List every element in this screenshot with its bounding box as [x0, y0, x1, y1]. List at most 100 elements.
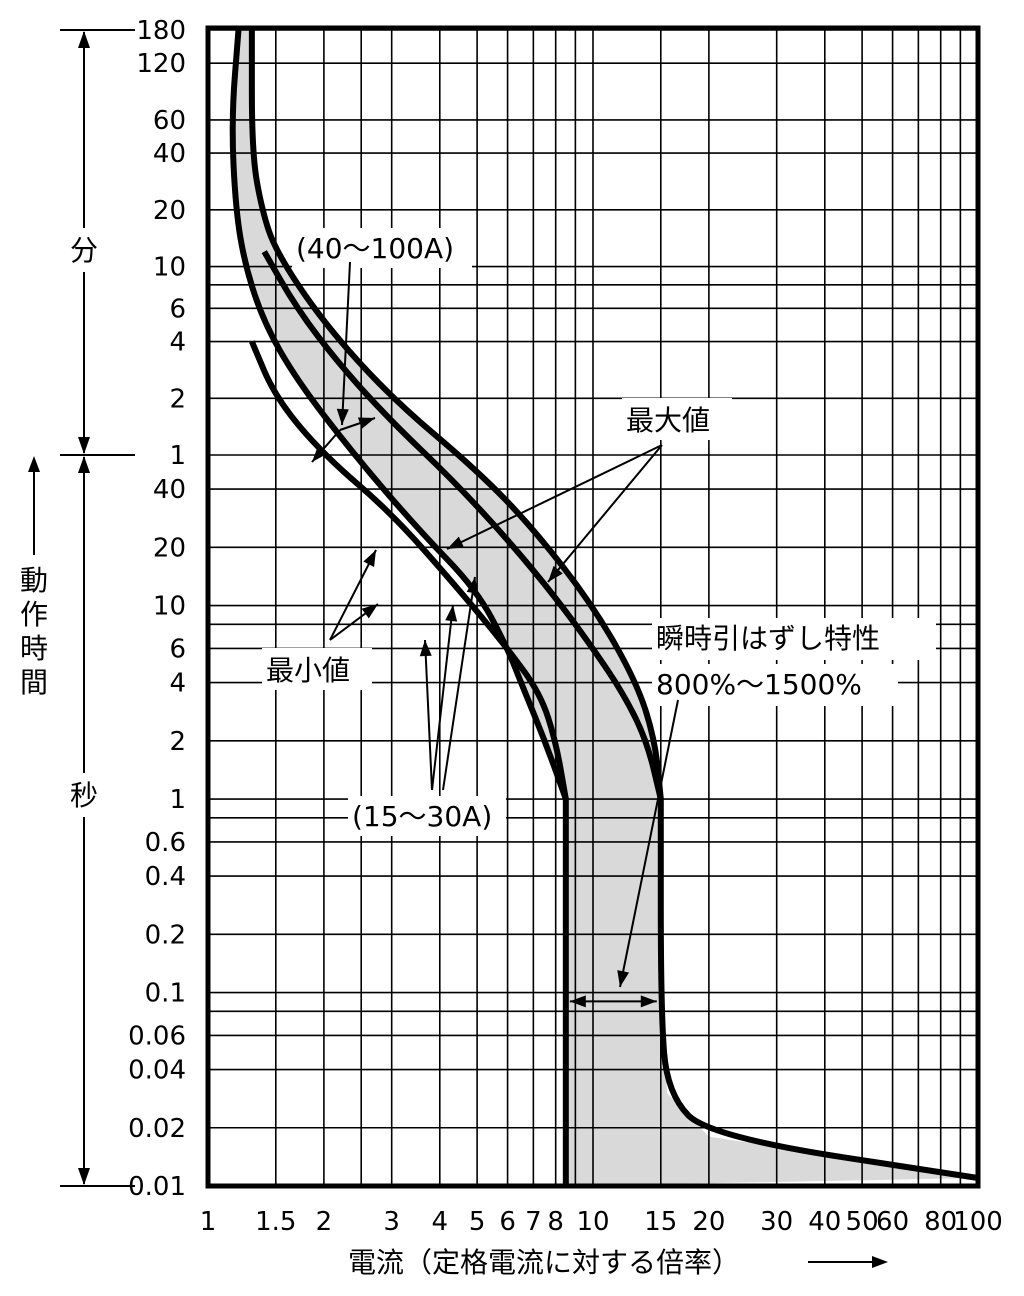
label-bg — [292, 228, 472, 268]
label-bg — [622, 398, 732, 440]
leader-arrow — [569, 995, 586, 1008]
y-tick-label: 0.1 — [145, 979, 186, 1009]
label-bg — [262, 648, 372, 690]
ylabel-char: 時 — [20, 632, 48, 665]
annotation-15-30A: (15〜30A) — [352, 800, 492, 833]
y-tick-label: 2 — [169, 727, 186, 757]
leader-arrow — [336, 408, 349, 425]
y-tick-label: 40 — [153, 475, 186, 505]
leader-line — [547, 444, 663, 583]
max-trip-instant-curve — [657, 799, 979, 1181]
y-tick-label: 20 — [153, 533, 186, 563]
leader-line — [431, 604, 454, 791]
x-tick-label: 8 — [547, 1207, 564, 1237]
leader-arrow — [466, 577, 479, 594]
x-tick-label: 15 — [644, 1207, 677, 1237]
leader-line — [619, 699, 679, 988]
leader-arrow — [617, 970, 630, 987]
x-tick-label: 3 — [383, 1207, 400, 1237]
x-tick-label: 2 — [316, 1207, 333, 1237]
ylabel-char: 間 — [20, 666, 48, 699]
operating-band — [231, 30, 979, 1186]
band-fill — [231, 30, 979, 1186]
x-tick-label: 10 — [576, 1207, 609, 1237]
x-tick-label: 4 — [432, 1207, 449, 1237]
leader-arrow — [548, 565, 563, 582]
y-group-label: 秒 — [70, 779, 98, 812]
y-tick-label: 10 — [153, 592, 186, 622]
y-tick-label: 4 — [169, 669, 186, 699]
y-unit-brackets: 分秒 — [60, 29, 135, 1187]
xlabel-arrow-head — [872, 1256, 888, 1268]
y-tick-label: 2 — [169, 384, 186, 414]
y-tick-labels: 18012060402010642140201064210.60.40.20.1… — [128, 16, 186, 1202]
leader-line — [442, 576, 476, 791]
ylabel-arrow-head — [28, 456, 40, 472]
x-tick-label: 6 — [499, 1207, 516, 1237]
max-curve-inner — [261, 250, 664, 800]
x-tick-label: 60 — [876, 1207, 909, 1237]
y-tick-label: 0.02 — [128, 1114, 186, 1144]
annotation-max: 最大値 — [626, 404, 710, 437]
leader-arrow — [640, 995, 657, 1008]
y-tick-label: 6 — [169, 294, 186, 324]
x-axis-label: 電流（定格電流に対する倍率） — [348, 1246, 740, 1279]
x-tick-label: 80 — [924, 1207, 957, 1237]
leader-arrow — [445, 605, 458, 622]
trip-curves — [229, 29, 979, 1186]
y-tick-label: 1 — [169, 441, 186, 471]
x-tick-label: 1.5 — [255, 1207, 296, 1237]
leader-arrow — [447, 536, 465, 549]
x-tick-label: 100 — [953, 1207, 1003, 1237]
arrow-head — [78, 1168, 90, 1185]
annotation-instant-trip: 瞬時引はずし特性 — [656, 622, 880, 655]
y-tick-label: 20 — [153, 196, 186, 226]
leader-arrow — [419, 640, 432, 657]
leader-line — [329, 549, 377, 641]
ylabel-char: 作 — [20, 598, 48, 631]
y-tick-label: 0.06 — [128, 1021, 186, 1051]
annotation-40-100A: (40〜100A) — [296, 232, 454, 265]
leader-arrow — [361, 604, 378, 619]
arrow-head — [78, 31, 90, 48]
y-tick-label: 4 — [169, 328, 186, 358]
y-tick-label: 10 — [153, 253, 186, 283]
y-tick-label: 60 — [153, 106, 186, 136]
label-bg — [652, 664, 898, 706]
plot-frame — [205, 25, 981, 1189]
y-tick-label: 0.04 — [128, 1056, 186, 1086]
min-curve-outer — [229, 29, 569, 801]
leader-line — [446, 444, 663, 550]
x-tick-label: 40 — [808, 1207, 841, 1237]
arrow-head — [78, 437, 90, 454]
leader-line — [424, 639, 433, 791]
grid-lines — [208, 28, 978, 1187]
annotation-min: 最小値 — [266, 654, 350, 687]
annotation-percent-range: 800%〜1500% — [656, 668, 862, 701]
arrow-head — [78, 456, 90, 473]
x-tick-label: 30 — [760, 1207, 793, 1237]
y-tick-label: 1 — [169, 785, 186, 815]
y-tick-label: 120 — [136, 49, 186, 79]
y-tick-label: 0.6 — [145, 828, 186, 858]
leader-arrow — [312, 446, 328, 462]
y-tick-label: 0.2 — [145, 920, 186, 950]
x-tick-label: 50 — [846, 1207, 879, 1237]
y-group-label: 分 — [70, 234, 98, 267]
y-tick-label: 40 — [153, 139, 186, 169]
x-tick-label: 20 — [692, 1207, 725, 1237]
y-tick-label: 0.4 — [145, 862, 186, 892]
ylabel-char: 動 — [20, 564, 48, 597]
leader-arrow — [357, 417, 375, 429]
y-tick-label: 6 — [169, 634, 186, 664]
leader-arrow — [363, 550, 376, 567]
x-tick-label: 5 — [469, 1207, 486, 1237]
label-bg — [652, 618, 936, 660]
x-tick-label: 7 — [525, 1207, 542, 1237]
leader-line — [341, 261, 351, 426]
max-curve-outer — [248, 30, 664, 800]
